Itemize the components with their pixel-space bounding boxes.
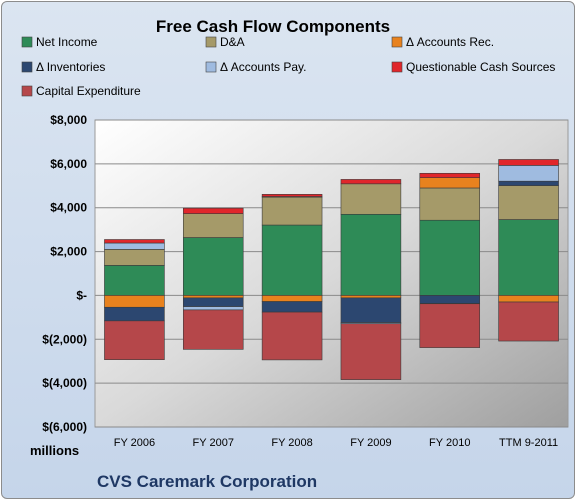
legend-label: Net Income	[36, 35, 98, 49]
bar-segment	[340, 295, 402, 299]
y-tick-label: $(4,000)	[42, 376, 87, 390]
gridlines	[95, 119, 568, 428]
legend-label: Δ Inventories	[36, 60, 105, 74]
legend-label: Δ Accounts Pay.	[220, 60, 307, 74]
legend-swatch	[21, 36, 33, 48]
x-tick-label: TTM 9-2011	[499, 437, 558, 449]
bar-segment	[182, 295, 244, 299]
bar-segment	[498, 180, 559, 186]
bar-segment	[419, 172, 481, 178]
bar-segment	[498, 295, 559, 303]
bar-segment	[419, 219, 481, 296]
bar-segment	[261, 311, 323, 361]
plot-area	[94, 119, 569, 428]
x-tick-label: FY 2008	[271, 437, 312, 449]
bar-segment	[419, 177, 481, 189]
legend-swatch	[205, 36, 217, 48]
bar-segment	[182, 213, 244, 238]
bar-segment	[182, 237, 244, 296]
bar-segment	[340, 179, 402, 185]
bar-segment	[340, 323, 402, 380]
bar-segment	[419, 295, 481, 304]
x-axis-ticks: FY 2006 FY 2007 FY 2008 FY 2009 FY 2010 TTM 9…	[114, 437, 558, 449]
legend-swatch	[21, 85, 33, 97]
x-tick-label: FY 2009	[350, 437, 391, 449]
chart-title: Free Cash Flow Components	[156, 17, 390, 36]
bars	[104, 159, 559, 380]
company-label: CVS Caremark Corporation	[97, 472, 317, 491]
y-axis-ticks: $8,000 $6,000 $4,000 $2,000 $- $(2,000) $(4,00…	[42, 113, 87, 434]
bar-segment	[498, 301, 559, 342]
x-tick-label: FY 2007	[193, 437, 234, 449]
legend-swatch	[391, 61, 403, 73]
bar-segment	[261, 196, 323, 226]
y-tick-label: $-	[76, 288, 87, 302]
bar-segment	[261, 194, 323, 197]
bar-segment	[498, 165, 559, 182]
bar-segment	[340, 297, 402, 323]
legend-label: Capital Expenditure	[36, 84, 141, 98]
unit-label: millions	[30, 443, 79, 458]
bar-segment	[104, 265, 165, 296]
y-tick-label: $4,000	[50, 201, 87, 215]
bar-segment	[498, 219, 559, 296]
bar-segment	[104, 295, 165, 308]
bar-segment	[340, 213, 402, 296]
bar-segment	[340, 183, 402, 215]
legend-swatch	[205, 61, 217, 73]
bar-segment	[104, 239, 165, 244]
x-tick-label: FY 2006	[114, 437, 155, 449]
bar-segment	[261, 224, 323, 296]
bar-segment	[104, 306, 165, 322]
bar-segment	[104, 249, 165, 266]
y-tick-label: $(2,000)	[42, 332, 87, 346]
bar-segment	[498, 159, 559, 166]
y-tick-label: $6,000	[50, 157, 87, 171]
bar-segment	[419, 187, 481, 221]
bar-segment	[182, 297, 244, 307]
bar-segment	[104, 242, 165, 250]
y-tick-label: $2,000	[50, 245, 87, 259]
bar-segment	[419, 303, 481, 348]
legend-label: Δ Accounts Rec.	[406, 35, 494, 49]
bar-segment	[182, 306, 244, 311]
y-tick-label: $(6,000)	[42, 420, 87, 434]
bar-segment	[182, 207, 244, 214]
bar-segment	[104, 320, 165, 360]
bar-segment	[498, 185, 559, 220]
legend: Net Income D&A Δ Accounts Rec. Δ Inventorie…	[21, 35, 555, 98]
legend-label: Questionable Cash Sources	[406, 60, 555, 74]
y-tick-label: $8,000	[50, 113, 87, 127]
legend-label: D&A	[220, 35, 245, 49]
bar-segment	[182, 309, 244, 350]
bar-segment	[261, 301, 323, 313]
legend-swatch	[391, 36, 403, 48]
x-tick-label: FY 2010	[429, 437, 470, 449]
bar-segment	[261, 295, 323, 302]
legend-swatch	[21, 61, 33, 73]
